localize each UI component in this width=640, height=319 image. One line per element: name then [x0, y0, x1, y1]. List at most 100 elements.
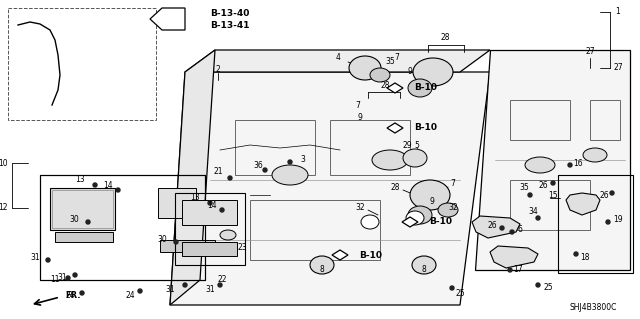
- Text: B-10: B-10: [359, 250, 382, 259]
- Text: B-10: B-10: [414, 123, 437, 132]
- Text: 34: 34: [528, 207, 538, 217]
- Bar: [250, 200, 380, 260]
- Circle shape: [574, 252, 578, 256]
- Ellipse shape: [272, 165, 308, 185]
- Text: 19: 19: [613, 216, 623, 225]
- Ellipse shape: [349, 56, 381, 80]
- Text: 31: 31: [165, 286, 175, 294]
- Circle shape: [93, 183, 97, 187]
- Text: 27: 27: [613, 63, 623, 72]
- Bar: [40, 175, 205, 280]
- Bar: [158, 188, 196, 218]
- Ellipse shape: [406, 211, 424, 225]
- Bar: [8, 8, 156, 120]
- Text: 32: 32: [355, 204, 365, 212]
- Circle shape: [46, 258, 50, 262]
- Bar: [558, 175, 633, 273]
- Text: 36: 36: [253, 160, 263, 169]
- Circle shape: [508, 268, 512, 272]
- Polygon shape: [170, 72, 490, 305]
- Bar: [330, 120, 410, 175]
- Text: 14: 14: [207, 201, 217, 210]
- Text: FR.: FR.: [65, 292, 81, 300]
- Text: 22: 22: [217, 276, 227, 285]
- Circle shape: [218, 283, 222, 287]
- Ellipse shape: [525, 157, 555, 173]
- Text: 27: 27: [585, 48, 595, 56]
- Circle shape: [288, 160, 292, 164]
- Bar: [590, 100, 620, 140]
- Polygon shape: [185, 50, 490, 72]
- Text: 24: 24: [65, 291, 75, 300]
- Bar: [55, 232, 113, 242]
- Bar: [510, 100, 570, 140]
- Circle shape: [528, 193, 532, 197]
- Text: 7: 7: [356, 100, 360, 109]
- Text: 25: 25: [543, 284, 553, 293]
- Ellipse shape: [370, 68, 390, 82]
- Text: 6: 6: [518, 226, 522, 234]
- Circle shape: [551, 181, 555, 185]
- Ellipse shape: [408, 206, 432, 224]
- Circle shape: [536, 216, 540, 220]
- Bar: [40, 175, 205, 280]
- Polygon shape: [566, 193, 600, 215]
- Text: 31: 31: [57, 273, 67, 283]
- Ellipse shape: [410, 180, 450, 210]
- Circle shape: [138, 289, 142, 293]
- Ellipse shape: [361, 215, 379, 229]
- Text: 2: 2: [216, 65, 220, 75]
- Ellipse shape: [403, 149, 427, 167]
- Text: 26: 26: [599, 190, 609, 199]
- Text: SHJ4B3800C: SHJ4B3800C: [570, 303, 618, 313]
- Text: 9: 9: [358, 114, 362, 122]
- Bar: [175, 193, 245, 265]
- Text: 7: 7: [451, 179, 456, 188]
- Text: 35: 35: [519, 183, 529, 192]
- Polygon shape: [387, 123, 403, 133]
- Polygon shape: [472, 216, 520, 238]
- Ellipse shape: [583, 148, 607, 162]
- Bar: [160, 240, 215, 252]
- Text: 26: 26: [538, 181, 548, 189]
- Text: 10: 10: [0, 159, 8, 167]
- Text: 28: 28: [440, 33, 450, 42]
- Text: 28: 28: [390, 182, 400, 191]
- Circle shape: [86, 220, 90, 224]
- Text: 13: 13: [190, 194, 200, 203]
- Polygon shape: [150, 8, 185, 30]
- Circle shape: [610, 191, 614, 195]
- Ellipse shape: [408, 79, 432, 97]
- Text: 21: 21: [213, 167, 223, 176]
- Text: 13: 13: [75, 175, 85, 184]
- Circle shape: [73, 273, 77, 277]
- Text: 30: 30: [69, 216, 79, 225]
- Circle shape: [450, 286, 454, 290]
- Text: 4: 4: [335, 54, 340, 63]
- Text: 26: 26: [487, 221, 497, 231]
- Text: 32: 32: [448, 204, 458, 212]
- Text: 15: 15: [548, 190, 558, 199]
- Circle shape: [80, 291, 84, 295]
- Text: 31: 31: [205, 286, 215, 294]
- Text: 1: 1: [616, 8, 620, 17]
- Text: 23: 23: [237, 243, 247, 253]
- Ellipse shape: [412, 256, 436, 274]
- Text: 8: 8: [422, 265, 426, 275]
- Ellipse shape: [310, 256, 334, 274]
- Text: B-13-41: B-13-41: [210, 20, 250, 29]
- Circle shape: [263, 168, 267, 172]
- Text: 28: 28: [380, 80, 390, 90]
- Text: 16: 16: [573, 159, 583, 167]
- Text: 35: 35: [385, 57, 395, 66]
- Text: 25: 25: [455, 288, 465, 298]
- Text: 7: 7: [395, 54, 399, 63]
- Circle shape: [66, 276, 70, 280]
- Bar: [510, 180, 590, 230]
- Text: 17: 17: [513, 265, 523, 275]
- Bar: [50, 188, 115, 230]
- Circle shape: [174, 240, 178, 244]
- Text: 12: 12: [0, 204, 8, 212]
- Polygon shape: [490, 246, 538, 268]
- Text: B-13-40: B-13-40: [210, 9, 250, 18]
